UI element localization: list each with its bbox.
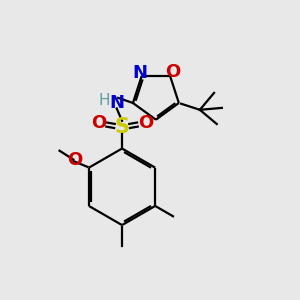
- Text: N: N: [109, 94, 124, 112]
- Text: H: H: [99, 93, 110, 108]
- Text: S: S: [115, 117, 130, 137]
- Text: O: O: [165, 64, 181, 82]
- Text: O: O: [91, 114, 106, 132]
- Text: O: O: [67, 151, 83, 169]
- Text: O: O: [138, 114, 153, 132]
- Text: N: N: [133, 64, 148, 82]
